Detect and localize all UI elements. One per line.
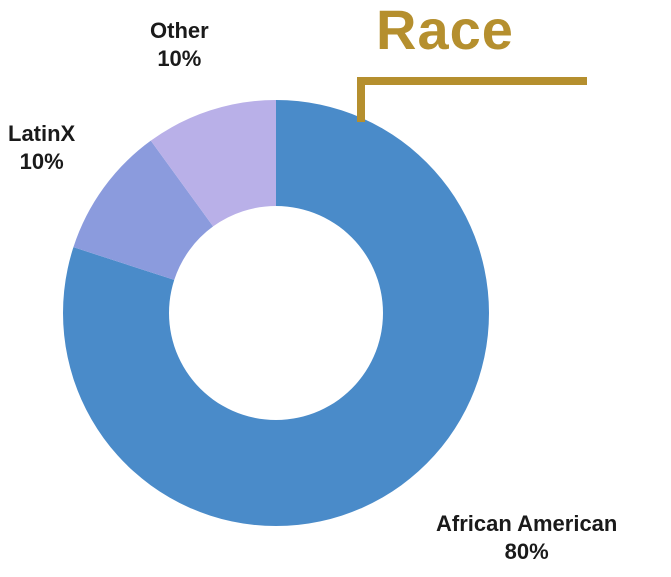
label-other: Other 10% [150,17,209,73]
label-other-name: Other [150,18,209,43]
slices-group [62,100,489,526]
label-latinx-value: 10% [19,149,64,174]
title-bracket [357,77,587,122]
slice-latinx [73,140,214,280]
label-african-american: African American 80% [436,510,617,566]
slice-other [150,100,276,227]
slice-african-american [62,100,489,526]
chart-title: Race [376,0,514,61]
label-latinx: LatinX 10% [8,120,75,176]
label-other-value: 10% [157,46,202,71]
label-african-american-value: 80% [504,539,549,564]
label-latinx-name: LatinX [8,121,76,146]
label-african-american-name: African American [436,511,618,536]
